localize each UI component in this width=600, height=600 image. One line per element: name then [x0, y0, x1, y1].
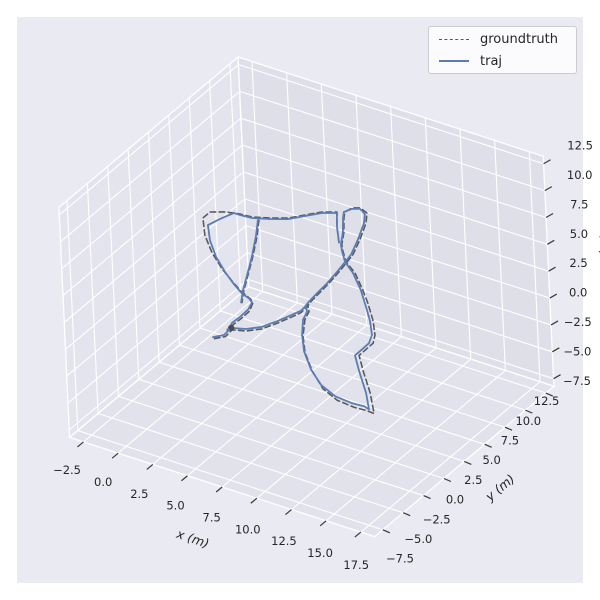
y-tick-label: 2.5: [464, 473, 482, 487]
y-tick-mark: [443, 477, 452, 483]
y-tick-label: −2.5: [423, 512, 451, 526]
x-tick-mark: [354, 531, 362, 538]
z-tick-label: 2.5: [569, 256, 587, 270]
y-tick-label: 5.0: [482, 453, 500, 467]
z-tick-label: −5.0: [563, 345, 591, 359]
x-tick-mark: [146, 463, 154, 470]
z-tick-mark: [549, 293, 558, 299]
grid-line-right-z: [245, 225, 552, 326]
grid-line-right-z: [248, 278, 554, 380]
grid-line-left-z: [63, 171, 244, 323]
z-tick-label: 12.5: [567, 138, 593, 152]
x-tick-label: 17.5: [343, 558, 369, 572]
y-tick-label: 7.5: [501, 433, 519, 447]
y-tick-label: 10.0: [515, 414, 541, 428]
grid-line-floor-x: [221, 336, 402, 488]
grid-line-left-z: [66, 225, 247, 377]
legend-item-traj: traj: [429, 52, 576, 71]
grid-line-floor-x: [83, 291, 264, 443]
z-tick-mark: [553, 374, 561, 380]
z-tick-label: 10.0: [567, 168, 593, 182]
grid-line-floor-x: [291, 358, 472, 510]
z-axis-label: z (m): [595, 234, 600, 267]
z-tick-mark: [545, 212, 554, 218]
z-tick-label: 0.0: [569, 286, 587, 300]
grid-line-floor-x: [187, 324, 368, 477]
grid-line-floor-x: [117, 302, 298, 454]
y-tick-mark: [423, 495, 431, 500]
grid-line-right-z: [244, 198, 550, 299]
x-tick-label: 7.5: [203, 511, 221, 525]
y-tick-mark: [464, 460, 472, 465]
grid-line-left-z: [68, 279, 249, 431]
legend-item-groundtruth: groundtruth: [429, 30, 576, 49]
z-tick-mark: [548, 266, 556, 272]
x-tick-mark: [181, 475, 188, 482]
x-tick-mark: [319, 520, 327, 527]
x-tick-label: 12.5: [271, 534, 297, 548]
y-tick-mark: [504, 426, 513, 431]
x-tick-mark: [285, 509, 292, 516]
trajectory-traj: [207, 208, 373, 411]
x-tick-mark: [77, 441, 84, 448]
grid-line-left-z: [61, 117, 242, 270]
grid-line-right-z: [240, 117, 547, 218]
y-tick-label: 0.0: [446, 493, 464, 507]
y-tick-mark: [545, 392, 553, 397]
y-tick-label: −7.5: [386, 552, 414, 566]
y-tick-label: −5.0: [404, 532, 432, 546]
grid-line-right-z: [238, 64, 544, 165]
y-tick-label: 12.5: [534, 394, 560, 408]
grid-line-right-z: [243, 171, 549, 272]
z-tick-mark: [544, 186, 553, 192]
legend-label-groundtruth: groundtruth: [480, 31, 559, 47]
start-marker-traj-dot: [226, 328, 230, 332]
legend: groundtruth traj: [428, 26, 577, 74]
legend-label-traj: traj: [480, 53, 503, 69]
z-tick-mark: [547, 239, 555, 245]
x-tick-label: 15.0: [307, 546, 333, 560]
grid-line-right-z: [242, 144, 548, 245]
z-tick-label: −7.5: [563, 374, 591, 388]
grid-line-left-z: [65, 198, 246, 350]
grid-line-floor-x: [360, 381, 541, 533]
z-tick-mark: [543, 159, 551, 165]
grid-line-left-z: [60, 90, 241, 243]
x-tick-label: −2.5: [53, 463, 81, 477]
x-tick-label: 2.5: [130, 487, 148, 501]
x-tick-label: 5.0: [166, 499, 184, 513]
grid-line-floor-x: [256, 347, 437, 499]
x-tick-mark: [111, 452, 119, 459]
x-tick-mark: [250, 497, 258, 504]
y-tick-mark: [484, 443, 492, 448]
grid-line-left-z: [62, 144, 243, 296]
z-tick-label: −2.5: [564, 315, 592, 329]
grid-line-left-z: [67, 252, 248, 404]
x-tick-label: 0.0: [94, 475, 112, 489]
grid-line-right-z: [239, 90, 545, 192]
y-tick-mark: [382, 529, 391, 534]
x-tick-mark: [215, 486, 223, 493]
y-tick-mark: [525, 409, 533, 414]
x-tick-label: 10.0: [235, 522, 261, 536]
grid-line-left-z: [58, 64, 239, 216]
z-tick-label: 7.5: [570, 197, 588, 211]
z-tick-mark: [550, 320, 559, 326]
grid-line-right-z: [247, 252, 553, 353]
legend-dashed-line-sample: [439, 38, 469, 40]
z-tick-label: 5.0: [570, 227, 588, 241]
y-tick-mark: [402, 512, 411, 517]
z-tick-mark: [552, 347, 560, 353]
legend-solid-line-sample: [439, 59, 469, 63]
grid-line-floor-x: [325, 369, 506, 522]
